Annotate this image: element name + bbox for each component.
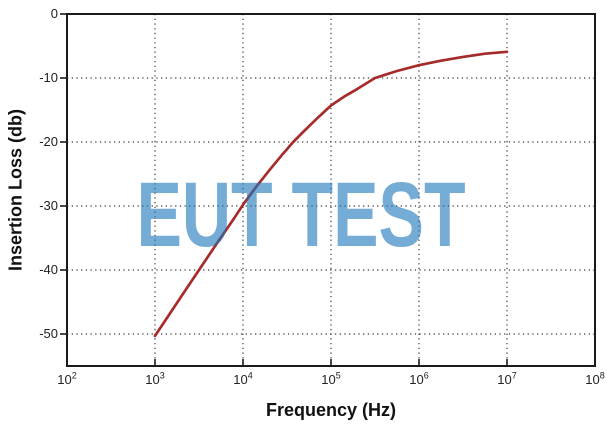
y-tick-label: -30 [39,198,58,213]
x-axis-title: Frequency (Hz) [265,400,397,420]
y-tick-label: 0 [50,6,58,21]
y-tick-label: -40 [39,262,58,277]
y-tick-label: -50 [39,326,58,341]
x-tick-label: 107 [497,370,517,387]
insertion-loss-curve [153,50,509,338]
x-tick-label: 108 [585,370,605,387]
y-tick-label: -20 [39,134,58,149]
x-tick-label: 103 [145,370,165,387]
y-tick-label: -10 [39,70,58,85]
x-tick-label: 106 [409,370,429,387]
x-tick-label: 105 [321,370,341,387]
x-tick-label: 102 [57,370,77,387]
x-tick-label: 104 [233,370,253,387]
